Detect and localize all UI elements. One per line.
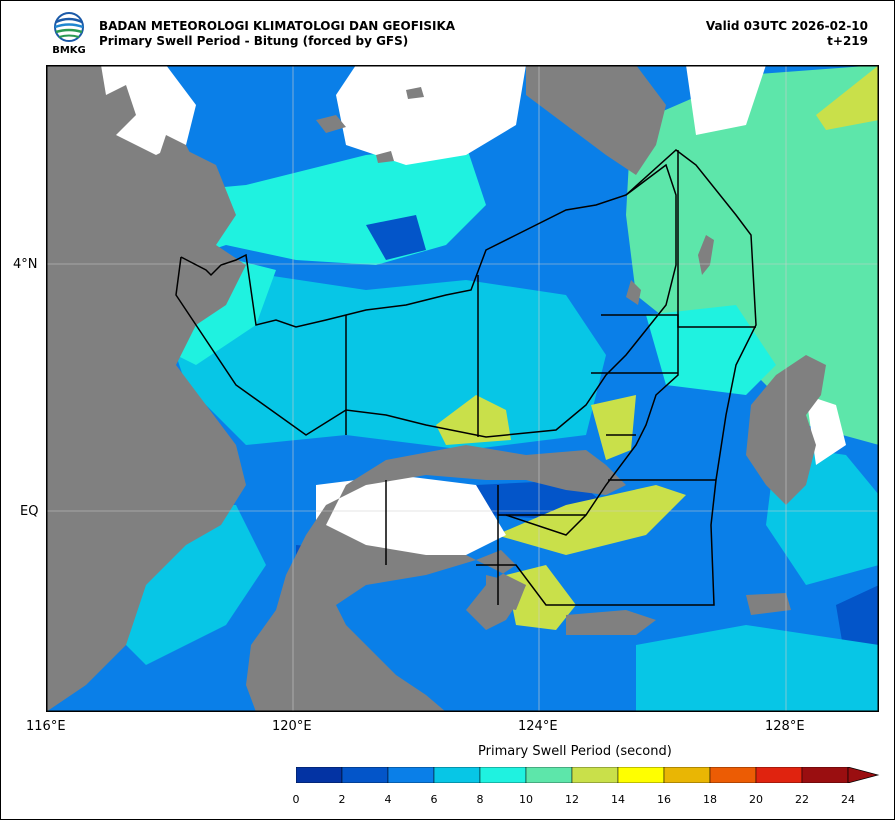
colorbar-tick-label: 16 <box>657 793 671 806</box>
swell-field-cyan-banda <box>636 625 879 712</box>
header-right: Valid 03UTC 2026-02-10 t+219 <box>706 19 868 49</box>
colorbar-extend-arrow <box>847 767 880 783</box>
colorbar-tick-label: 6 <box>430 793 438 806</box>
lon-label-116: 116°E <box>26 719 66 734</box>
land-borneo <box>46 65 246 712</box>
land-obi <box>746 593 791 615</box>
colorbar-tick-label: 10 <box>519 793 533 806</box>
colorbar-segment <box>709 767 757 783</box>
colorbar-tick-label: 22 <box>795 793 809 806</box>
colorbar-tick-label: 18 <box>703 793 717 806</box>
lon-label-120: 120°E <box>272 719 312 734</box>
colorbar-segment <box>663 767 711 783</box>
nodata-north <box>336 65 526 165</box>
colorbar-segment <box>571 767 619 783</box>
colorbar-tick-label: 14 <box>611 793 625 806</box>
land-talaud <box>626 280 641 305</box>
colorbar-segment <box>525 767 573 783</box>
swell-period-map <box>46 65 879 712</box>
colorbar-tick-label: 4 <box>384 793 392 806</box>
colorbar-tick-label: 24 <box>841 793 855 806</box>
colorbar <box>296 767 880 783</box>
swell-field-yellowgreen-band4 <box>591 395 636 460</box>
colorbar-tick-label: 0 <box>292 793 300 806</box>
colorbar-tick-label: 20 <box>749 793 763 806</box>
colorbar-segment <box>387 767 435 783</box>
header-left: BADAN METEOROLOGI KLIMATOLOGI DAN GEOFIS… <box>99 19 455 49</box>
nodata-ne <box>686 65 766 135</box>
colorbar-segment <box>617 767 665 783</box>
colorbar-segment <box>479 767 527 783</box>
swell-field-yellowgreen-ne <box>816 65 879 130</box>
bmkg-logo-text: BMKG <box>52 45 86 54</box>
colorbar-segment <box>755 767 803 783</box>
land-north-borneo-cape <box>156 135 196 175</box>
lon-label-124: 124°E <box>518 719 558 734</box>
land-sula <box>566 610 656 635</box>
bmkg-logo: BMKG <box>52 12 86 54</box>
product-title: Primary Swell Period - Bitung (forced by… <box>99 34 409 48</box>
colorbar-tick-label: 12 <box>565 793 579 806</box>
swell-field-yellowgreen-band1 <box>436 395 511 445</box>
forecast-zone-boundaries <box>175 149 757 606</box>
lat-label-4n: 4°N <box>13 257 38 272</box>
swell-field-darkblue-north <box>366 215 426 260</box>
colorbar-title: Primary Swell Period (second) <box>478 744 672 759</box>
lat-label-eq: EQ <box>20 504 39 519</box>
land-banggai <box>486 575 526 610</box>
colorbar-segment <box>433 767 481 783</box>
valid-time: Valid 03UTC 2026-02-10 <box>705 19 868 33</box>
nodata-tomini <box>316 475 506 555</box>
land-mindanao <box>526 65 666 175</box>
colorbar-tick-label: 2 <box>338 793 346 806</box>
colorbar-segment <box>296 767 343 783</box>
agency-name: BADAN METEOROLOGI KLIMATOLOGI DAN GEOFIS… <box>99 19 456 33</box>
land-sulu-islands <box>316 87 424 163</box>
colorbar-segment <box>801 767 849 783</box>
land-sulawesi <box>246 445 626 712</box>
nodata-halmahera <box>806 395 846 465</box>
map-border <box>46 65 879 712</box>
swell-field-yellowgreen-band2 <box>496 485 686 555</box>
lon-label-128: 128°E <box>765 719 805 734</box>
lead-time: t+219 <box>827 34 868 48</box>
colorbar-segment <box>341 767 389 783</box>
colorbar-tick-label: 8 <box>476 793 484 806</box>
land-sangihe <box>698 235 714 275</box>
graticule <box>46 65 879 712</box>
